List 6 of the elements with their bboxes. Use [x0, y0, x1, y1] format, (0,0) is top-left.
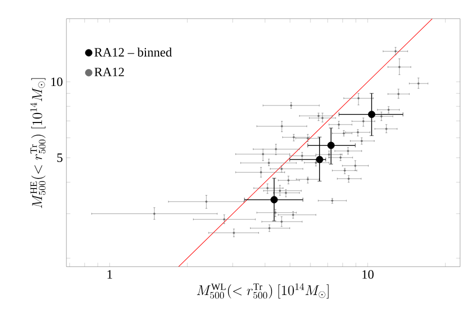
x-tick-label: 1 [108, 270, 112, 279]
legend-label: RA12 [94, 68, 124, 76]
y-tick-label: 5 [57, 154, 62, 162]
x-axis-title: $M_{500}^{\mathrm{WL}}(<r_{500}^{\mathrm{Tr}})\ [10^{14}M_{\odot}]$ [197, 283, 329, 299]
y-axis-title: $M_{500}^{\mathrm{HE}}(<r_{500}^{\mathrm{Tr}})\ [10^{14}M_{\odot}]$ [30, 78, 46, 208]
legend-label: RA12 – binned [94, 48, 172, 57]
